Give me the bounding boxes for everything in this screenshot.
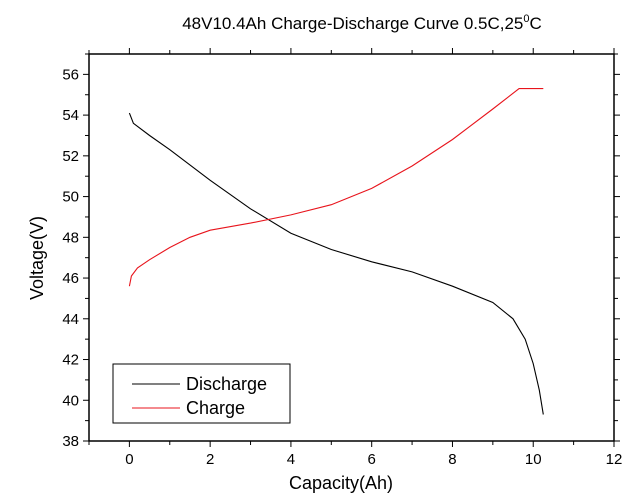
x-axis-label: Capacity(Ah) <box>289 473 393 493</box>
y-tick-label: 56 <box>62 66 79 83</box>
chart-title: 48V10.4Ah Charge-Discharge Curve 0.5C,25… <box>182 13 542 33</box>
series-line-discharge <box>128 112 544 415</box>
y-tick-label: 50 <box>62 189 79 206</box>
y-tick-label: 54 <box>62 107 79 124</box>
series-line-charge <box>128 88 544 287</box>
y-tick-label: 42 <box>62 352 79 369</box>
y-tick-label: 44 <box>62 311 79 328</box>
y-tick-label: 38 <box>62 433 79 450</box>
y-tick-label: 48 <box>62 229 79 246</box>
legend: Discharge Charge <box>112 363 291 424</box>
y-tick-label: 46 <box>62 270 79 287</box>
x-tick-label: 0 <box>125 451 133 468</box>
x-tick-label: 12 <box>606 451 623 468</box>
y-tick-label: 52 <box>62 148 79 165</box>
x-tick-label: 4 <box>287 451 295 468</box>
x-tick-label: 8 <box>448 451 456 468</box>
plot-frame <box>88 53 615 442</box>
x-tick-label: 6 <box>368 451 376 468</box>
x-tick-label: 10 <box>525 451 542 468</box>
y-tick-label: 40 <box>62 392 79 409</box>
legend-label-discharge: Discharge <box>186 374 267 394</box>
x-tick-label: 2 <box>206 451 214 468</box>
legend-label-charge: Charge <box>186 398 245 418</box>
y-axis-label: Voltage(V) <box>27 216 47 300</box>
legend-box <box>112 363 291 424</box>
